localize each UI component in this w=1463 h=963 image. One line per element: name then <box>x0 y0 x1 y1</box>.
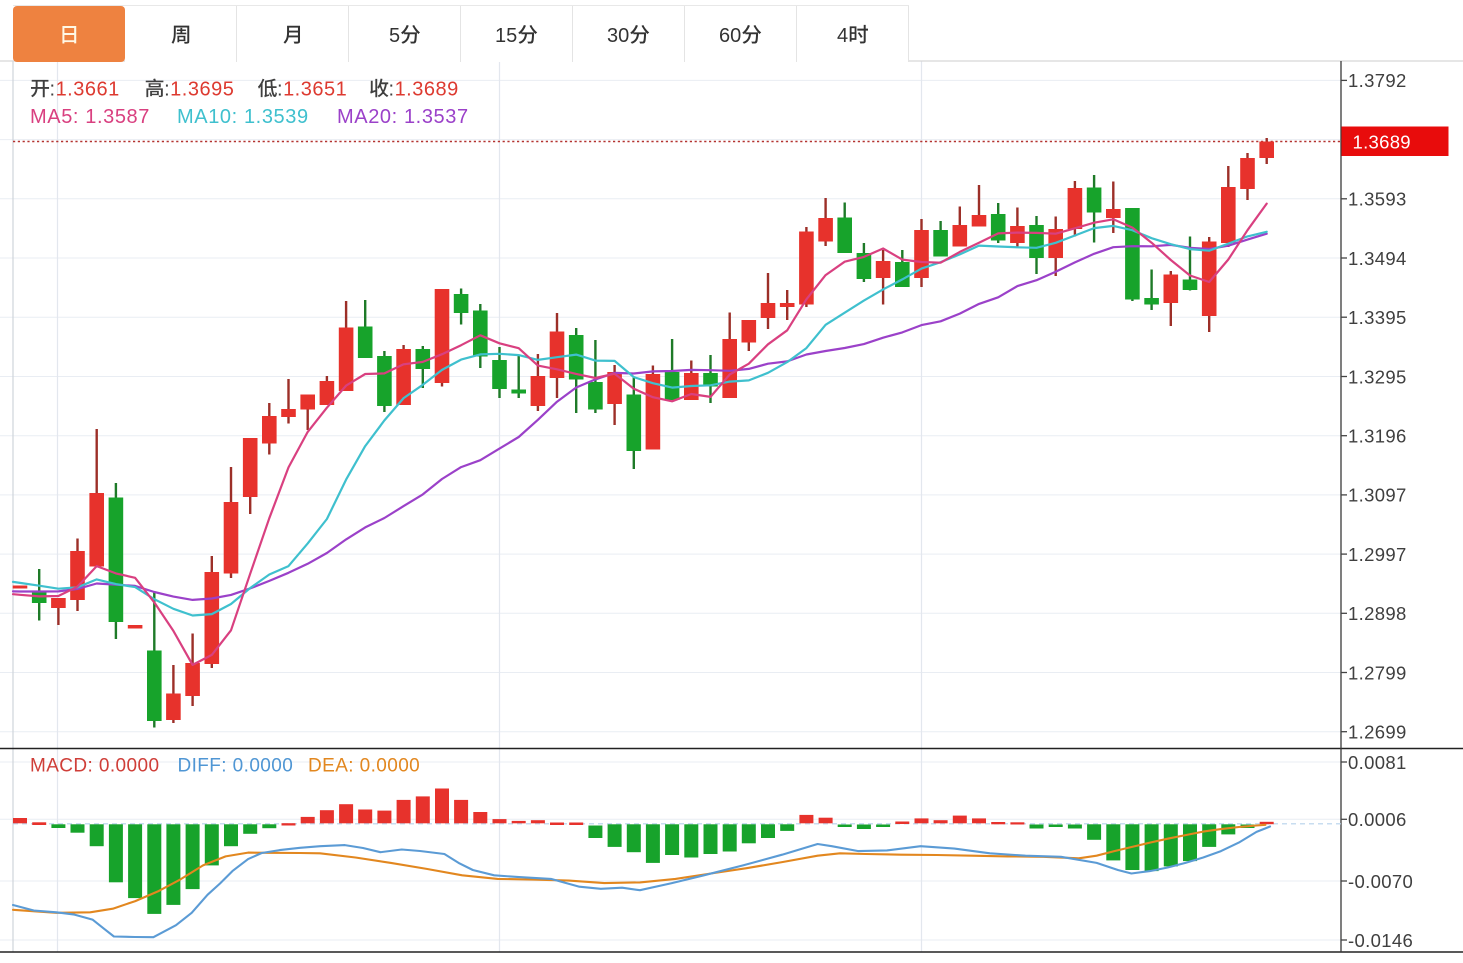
svg-text:4: 4 <box>837 25 848 47</box>
svg-text:1.3689: 1.3689 <box>1353 132 1411 153</box>
svg-text:0.0081: 0.0081 <box>1348 752 1407 773</box>
svg-text::1.3661: :1.3661 <box>50 79 120 101</box>
svg-text:5: 5 <box>389 25 400 47</box>
svg-text::1.3689: :1.3689 <box>389 79 459 101</box>
svg-text:1.3494: 1.3494 <box>1348 248 1407 269</box>
svg-text:60: 60 <box>719 25 741 47</box>
svg-text:-0.0070: -0.0070 <box>1348 871 1413 892</box>
svg-text::1.3651: :1.3651 <box>277 79 347 101</box>
svg-text:1.2699: 1.2699 <box>1348 722 1407 743</box>
svg-text:DEA: 0.0000: DEA: 0.0000 <box>308 756 420 777</box>
svg-text:1.2997: 1.2997 <box>1348 544 1407 565</box>
svg-text:30: 30 <box>607 25 629 47</box>
svg-text:-0.0146: -0.0146 <box>1348 930 1413 951</box>
svg-text:1.2898: 1.2898 <box>1348 603 1407 624</box>
svg-text::1.3695: :1.3695 <box>164 79 234 101</box>
svg-text:1.3395: 1.3395 <box>1348 307 1407 328</box>
svg-text:1.3792: 1.3792 <box>1348 70 1407 91</box>
svg-text:MACD: 0.0000: MACD: 0.0000 <box>30 756 159 777</box>
svg-text:DIFF: 0.0000: DIFF: 0.0000 <box>178 756 294 777</box>
svg-text:1.3295: 1.3295 <box>1348 366 1407 387</box>
svg-text:0.0006: 0.0006 <box>1348 809 1407 830</box>
svg-text:15: 15 <box>495 25 517 47</box>
svg-text:1.3097: 1.3097 <box>1348 485 1407 506</box>
svg-text:1.3593: 1.3593 <box>1348 189 1407 210</box>
svg-text:1.2799: 1.2799 <box>1348 662 1407 683</box>
svg-text:1.3196: 1.3196 <box>1348 426 1407 447</box>
